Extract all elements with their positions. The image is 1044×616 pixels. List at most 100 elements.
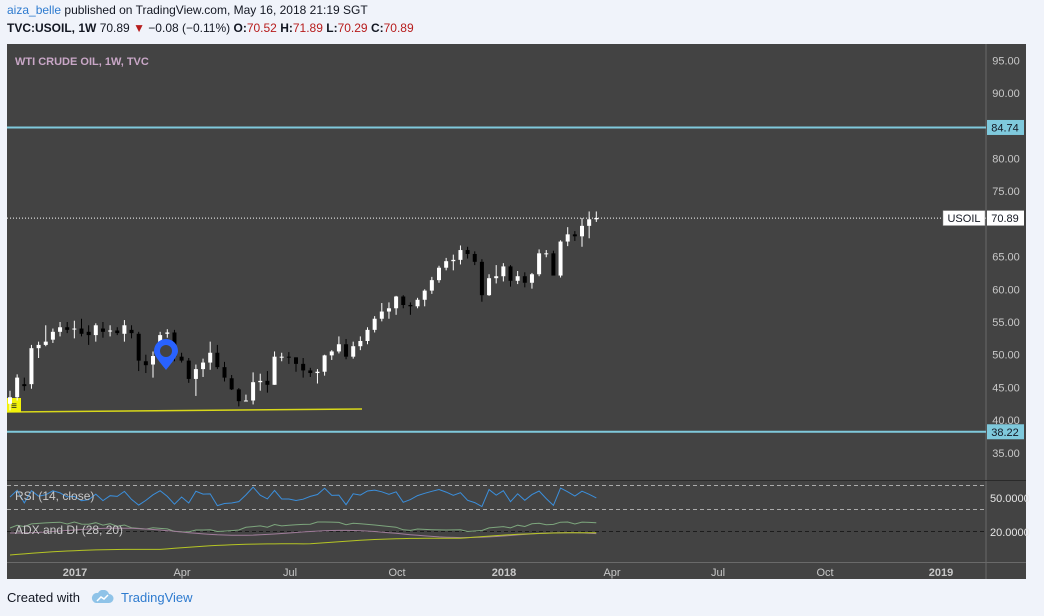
candle[interactable] — [529, 272, 534, 289]
candle[interactable] — [36, 341, 41, 358]
candle[interactable] — [537, 249, 542, 277]
chart-title: WTI CRUDE OIL, 1W, TVC — [15, 56, 149, 68]
candle[interactable] — [458, 245, 463, 265]
price-tick: 90.00 — [992, 88, 1020, 100]
candle[interactable] — [108, 325, 113, 337]
candle[interactable] — [565, 227, 570, 247]
candle[interactable] — [479, 259, 484, 302]
candle[interactable] — [65, 322, 70, 334]
candle[interactable] — [136, 331, 141, 372]
candle[interactable] — [379, 303, 384, 322]
candle[interactable] — [329, 350, 334, 360]
candle[interactable] — [179, 352, 184, 363]
candle[interactable] — [522, 272, 527, 288]
candle[interactable] — [72, 320, 77, 339]
candles[interactable] — [8, 211, 599, 411]
low-value: 70.29 — [337, 21, 368, 35]
candle[interactable] — [193, 364, 198, 396]
price-tick: 60.00 — [992, 284, 1020, 296]
time-label: 2018 — [492, 567, 516, 579]
candle[interactable] — [301, 357, 306, 378]
candle[interactable] — [243, 394, 248, 402]
candle[interactable] — [429, 276, 434, 294]
time-label: Apr — [603, 567, 620, 579]
candle[interactable] — [15, 374, 20, 401]
candle[interactable] — [43, 325, 48, 347]
author-link[interactable]: aiza_belle — [7, 3, 62, 17]
candle[interactable] — [165, 329, 170, 338]
candle[interactable] — [472, 251, 477, 266]
candle[interactable] — [551, 250, 556, 276]
candle[interactable] — [208, 341, 213, 370]
candle[interactable] — [229, 374, 234, 391]
candle[interactable] — [236, 388, 241, 407]
candle[interactable] — [58, 322, 63, 337]
candle[interactable] — [308, 367, 313, 377]
candle[interactable] — [351, 341, 356, 359]
candle[interactable] — [215, 344, 220, 370]
candle[interactable] — [515, 270, 520, 285]
candle[interactable] — [365, 327, 370, 345]
candle[interactable] — [372, 316, 377, 333]
candle[interactable] — [86, 325, 91, 345]
candle[interactable] — [29, 344, 34, 389]
candle[interactable] — [122, 320, 127, 342]
candle[interactable] — [580, 218, 584, 247]
candle[interactable] — [558, 240, 563, 278]
candle[interactable] — [129, 325, 134, 339]
candle[interactable] — [50, 328, 55, 343]
candle[interactable] — [451, 254, 456, 271]
candle[interactable] — [401, 295, 406, 309]
candle[interactable] — [201, 358, 206, 377]
candle[interactable] — [501, 263, 506, 282]
candle[interactable] — [594, 211, 599, 222]
candle[interactable] — [322, 354, 327, 376]
candle[interactable] — [508, 265, 513, 287]
candle[interactable] — [251, 372, 256, 405]
candle[interactable] — [344, 339, 349, 360]
candle[interactable] — [358, 336, 363, 351]
trend-line[interactable] — [6, 408, 363, 413]
candle[interactable] — [415, 297, 420, 309]
candle[interactable] — [465, 246, 470, 259]
open-label: O: — [233, 21, 247, 35]
candle[interactable] — [587, 211, 592, 239]
candle[interactable] — [8, 390, 12, 411]
candle[interactable] — [115, 327, 120, 336]
candle[interactable] — [143, 354, 148, 374]
candle[interactable] — [294, 357, 298, 372]
candle[interactable] — [437, 265, 441, 283]
last-price-label: 70.89 — [991, 213, 1019, 225]
candle[interactable] — [336, 336, 341, 354]
candle[interactable] — [494, 265, 499, 284]
candle[interactable] — [572, 231, 577, 241]
candle[interactable] — [544, 250, 549, 258]
candle[interactable] — [422, 289, 427, 307]
price-tick: 75.00 — [992, 186, 1020, 198]
candle[interactable] — [258, 373, 263, 391]
candle[interactable] — [386, 302, 391, 319]
map-pin-icon[interactable] — [154, 339, 178, 370]
candle[interactable] — [487, 274, 492, 296]
candle[interactable] — [22, 377, 27, 391]
candle[interactable] — [151, 351, 155, 378]
tradingview-link[interactable]: TradingView — [121, 590, 193, 605]
candle[interactable] — [79, 318, 84, 337]
candle[interactable] — [279, 352, 284, 362]
time-axis[interactable] — [7, 562, 986, 579]
price-pane[interactable] — [7, 44, 986, 480]
candle[interactable] — [408, 302, 413, 315]
candle[interactable] — [186, 357, 191, 383]
candle[interactable] — [286, 352, 291, 364]
price-tick: 35.00 — [992, 448, 1020, 460]
price-change: −0.08 (−0.11%) — [148, 21, 231, 35]
candle[interactable] — [272, 351, 277, 385]
candle[interactable] — [93, 323, 98, 342]
candle[interactable] — [315, 369, 320, 384]
candle[interactable] — [444, 257, 449, 271]
candle[interactable] — [100, 322, 105, 338]
candle[interactable] — [222, 361, 227, 382]
candle[interactable] — [394, 295, 399, 315]
candle[interactable] — [265, 371, 270, 393]
